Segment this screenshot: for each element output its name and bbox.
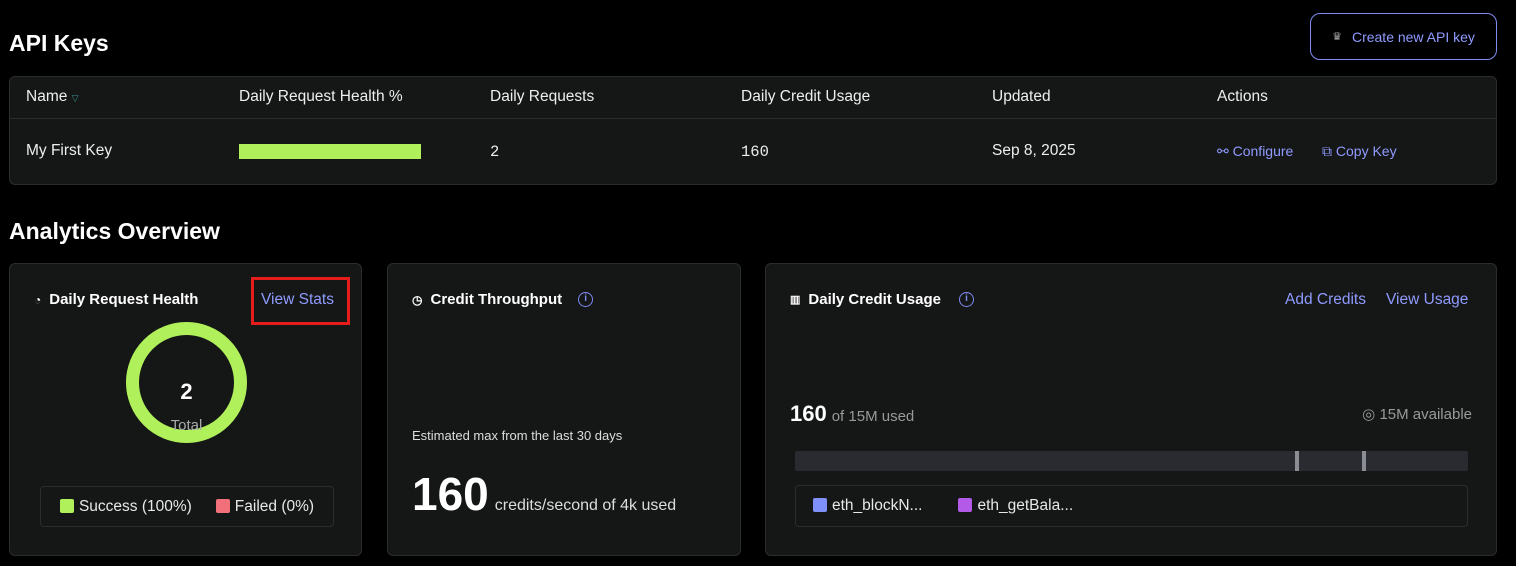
api-keys-table: Name ▽ Daily Request Health % Daily Requ…	[9, 76, 1497, 185]
legend-item: eth_getBala...	[958, 497, 1073, 515]
throughput-value: 160	[412, 468, 489, 520]
usage-bar	[795, 451, 1468, 471]
card-title: Daily Request Health	[49, 291, 199, 308]
gauge-icon: ◷	[412, 292, 423, 307]
view-usage-link[interactable]: View Usage	[1386, 291, 1469, 308]
sort-down-icon[interactable]: ▽	[71, 93, 79, 103]
column-updated: Updated	[992, 88, 1051, 105]
legend-success: Success (100%)	[59, 498, 192, 516]
create-api-key-button[interactable]: ♛ Create new API key	[1310, 13, 1497, 60]
throughput-unit: credits/second of 4k used	[494, 497, 677, 514]
card-title: Credit Throughput	[430, 291, 563, 308]
daily-request-health-card: ◔ Daily Request Health View Stats 2 Total…	[9, 263, 362, 556]
pie-chart-icon: ◔	[34, 292, 42, 307]
legend-failed: Failed (0%)	[215, 498, 314, 516]
throughput-caption: Estimated max from the last 30 days	[412, 428, 623, 443]
column-daily-requests: Daily Requests	[490, 88, 595, 105]
configure-button[interactable]: ⚯ Configure	[1217, 143, 1294, 159]
used-value: 160	[790, 401, 827, 426]
health-bar	[239, 144, 421, 159]
column-name[interactable]: Name ▽	[26, 88, 79, 105]
view-stats-link[interactable]: View Stats	[261, 291, 334, 308]
daily-credit-usage: 160	[741, 143, 769, 161]
usage-legend: eth_blockN... eth_getBala...	[795, 485, 1468, 527]
sliders-icon: ⚯	[1217, 143, 1229, 159]
usage-marker	[1295, 451, 1299, 471]
used-label: of 15M used	[831, 408, 915, 425]
daily-requests: 2	[490, 143, 500, 161]
total-label: Total	[170, 417, 203, 434]
health-legend: Success (100%) Failed (0%)	[40, 486, 334, 527]
card-title: Daily Credit Usage	[808, 291, 941, 308]
column-credit-usage: Daily Credit Usage	[741, 88, 871, 105]
credit-throughput-card: ◷ Credit Throughput i Estimated max from t…	[387, 263, 741, 556]
total-value: 2	[180, 379, 193, 404]
column-health: Daily Request Health %	[239, 88, 403, 105]
usage-marker	[1362, 451, 1366, 471]
create-api-key-label: Create new API key	[1351, 28, 1475, 45]
crown-icon: ♛	[1332, 31, 1342, 43]
highlight-box	[251, 277, 350, 325]
legend-item: eth_blockN...	[813, 497, 922, 515]
info-icon[interactable]: i	[578, 292, 594, 307]
add-credits-link[interactable]: Add Credits	[1285, 291, 1366, 308]
info-icon[interactable]: i	[958, 292, 974, 307]
copy-key-button[interactable]: ⧉ Copy Key	[1322, 143, 1397, 159]
page-title: API Keys	[9, 30, 109, 56]
table-header: Name ▽ Daily Request Health % Daily Requ…	[10, 77, 1496, 119]
column-actions: Actions	[1217, 88, 1268, 105]
copy-icon: ⧉	[1322, 143, 1332, 159]
available-label: 15M available	[1379, 406, 1472, 423]
bar-chart-icon: ▥	[790, 294, 801, 306]
key-name: My First Key	[26, 142, 113, 159]
coins-icon: ◎	[1362, 406, 1376, 423]
updated-date: Sep 8, 2025	[992, 142, 1076, 159]
analytics-title: Analytics Overview	[9, 218, 220, 244]
daily-credit-usage-card: ▥ Daily Credit Usage i Add Credits View Us…	[765, 263, 1497, 556]
